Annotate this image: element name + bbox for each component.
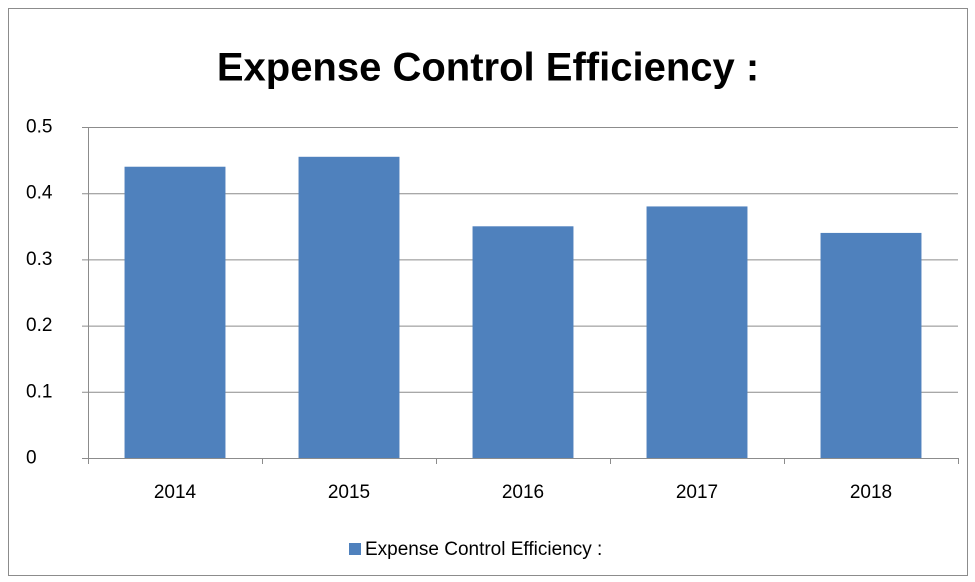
- chart-title: Expense Control Efficiency :: [217, 46, 759, 90]
- y-tick-label: 0.1: [26, 381, 52, 402]
- y-tick-label: 0.4: [26, 183, 53, 204]
- bar: [298, 156, 400, 459]
- y-tick-label: 0.2: [26, 315, 52, 336]
- bar: [472, 226, 574, 458]
- y-tick-label: 0.5: [26, 117, 52, 138]
- x-tick-label: 2018: [850, 482, 892, 503]
- x-tick-label: 2014: [154, 482, 197, 503]
- bar: [124, 166, 226, 458]
- y-tick-label: 0.3: [26, 249, 52, 270]
- legend-label: Expense Control Efficiency :: [365, 539, 602, 560]
- bar: [646, 206, 748, 458]
- x-tick-label: 2016: [502, 482, 544, 503]
- x-tick-label: 2015: [328, 482, 370, 503]
- legend-swatch: [349, 543, 361, 555]
- x-tick-label: 2017: [676, 482, 718, 503]
- bar: [820, 232, 922, 458]
- y-tick-label: 0: [26, 448, 37, 469]
